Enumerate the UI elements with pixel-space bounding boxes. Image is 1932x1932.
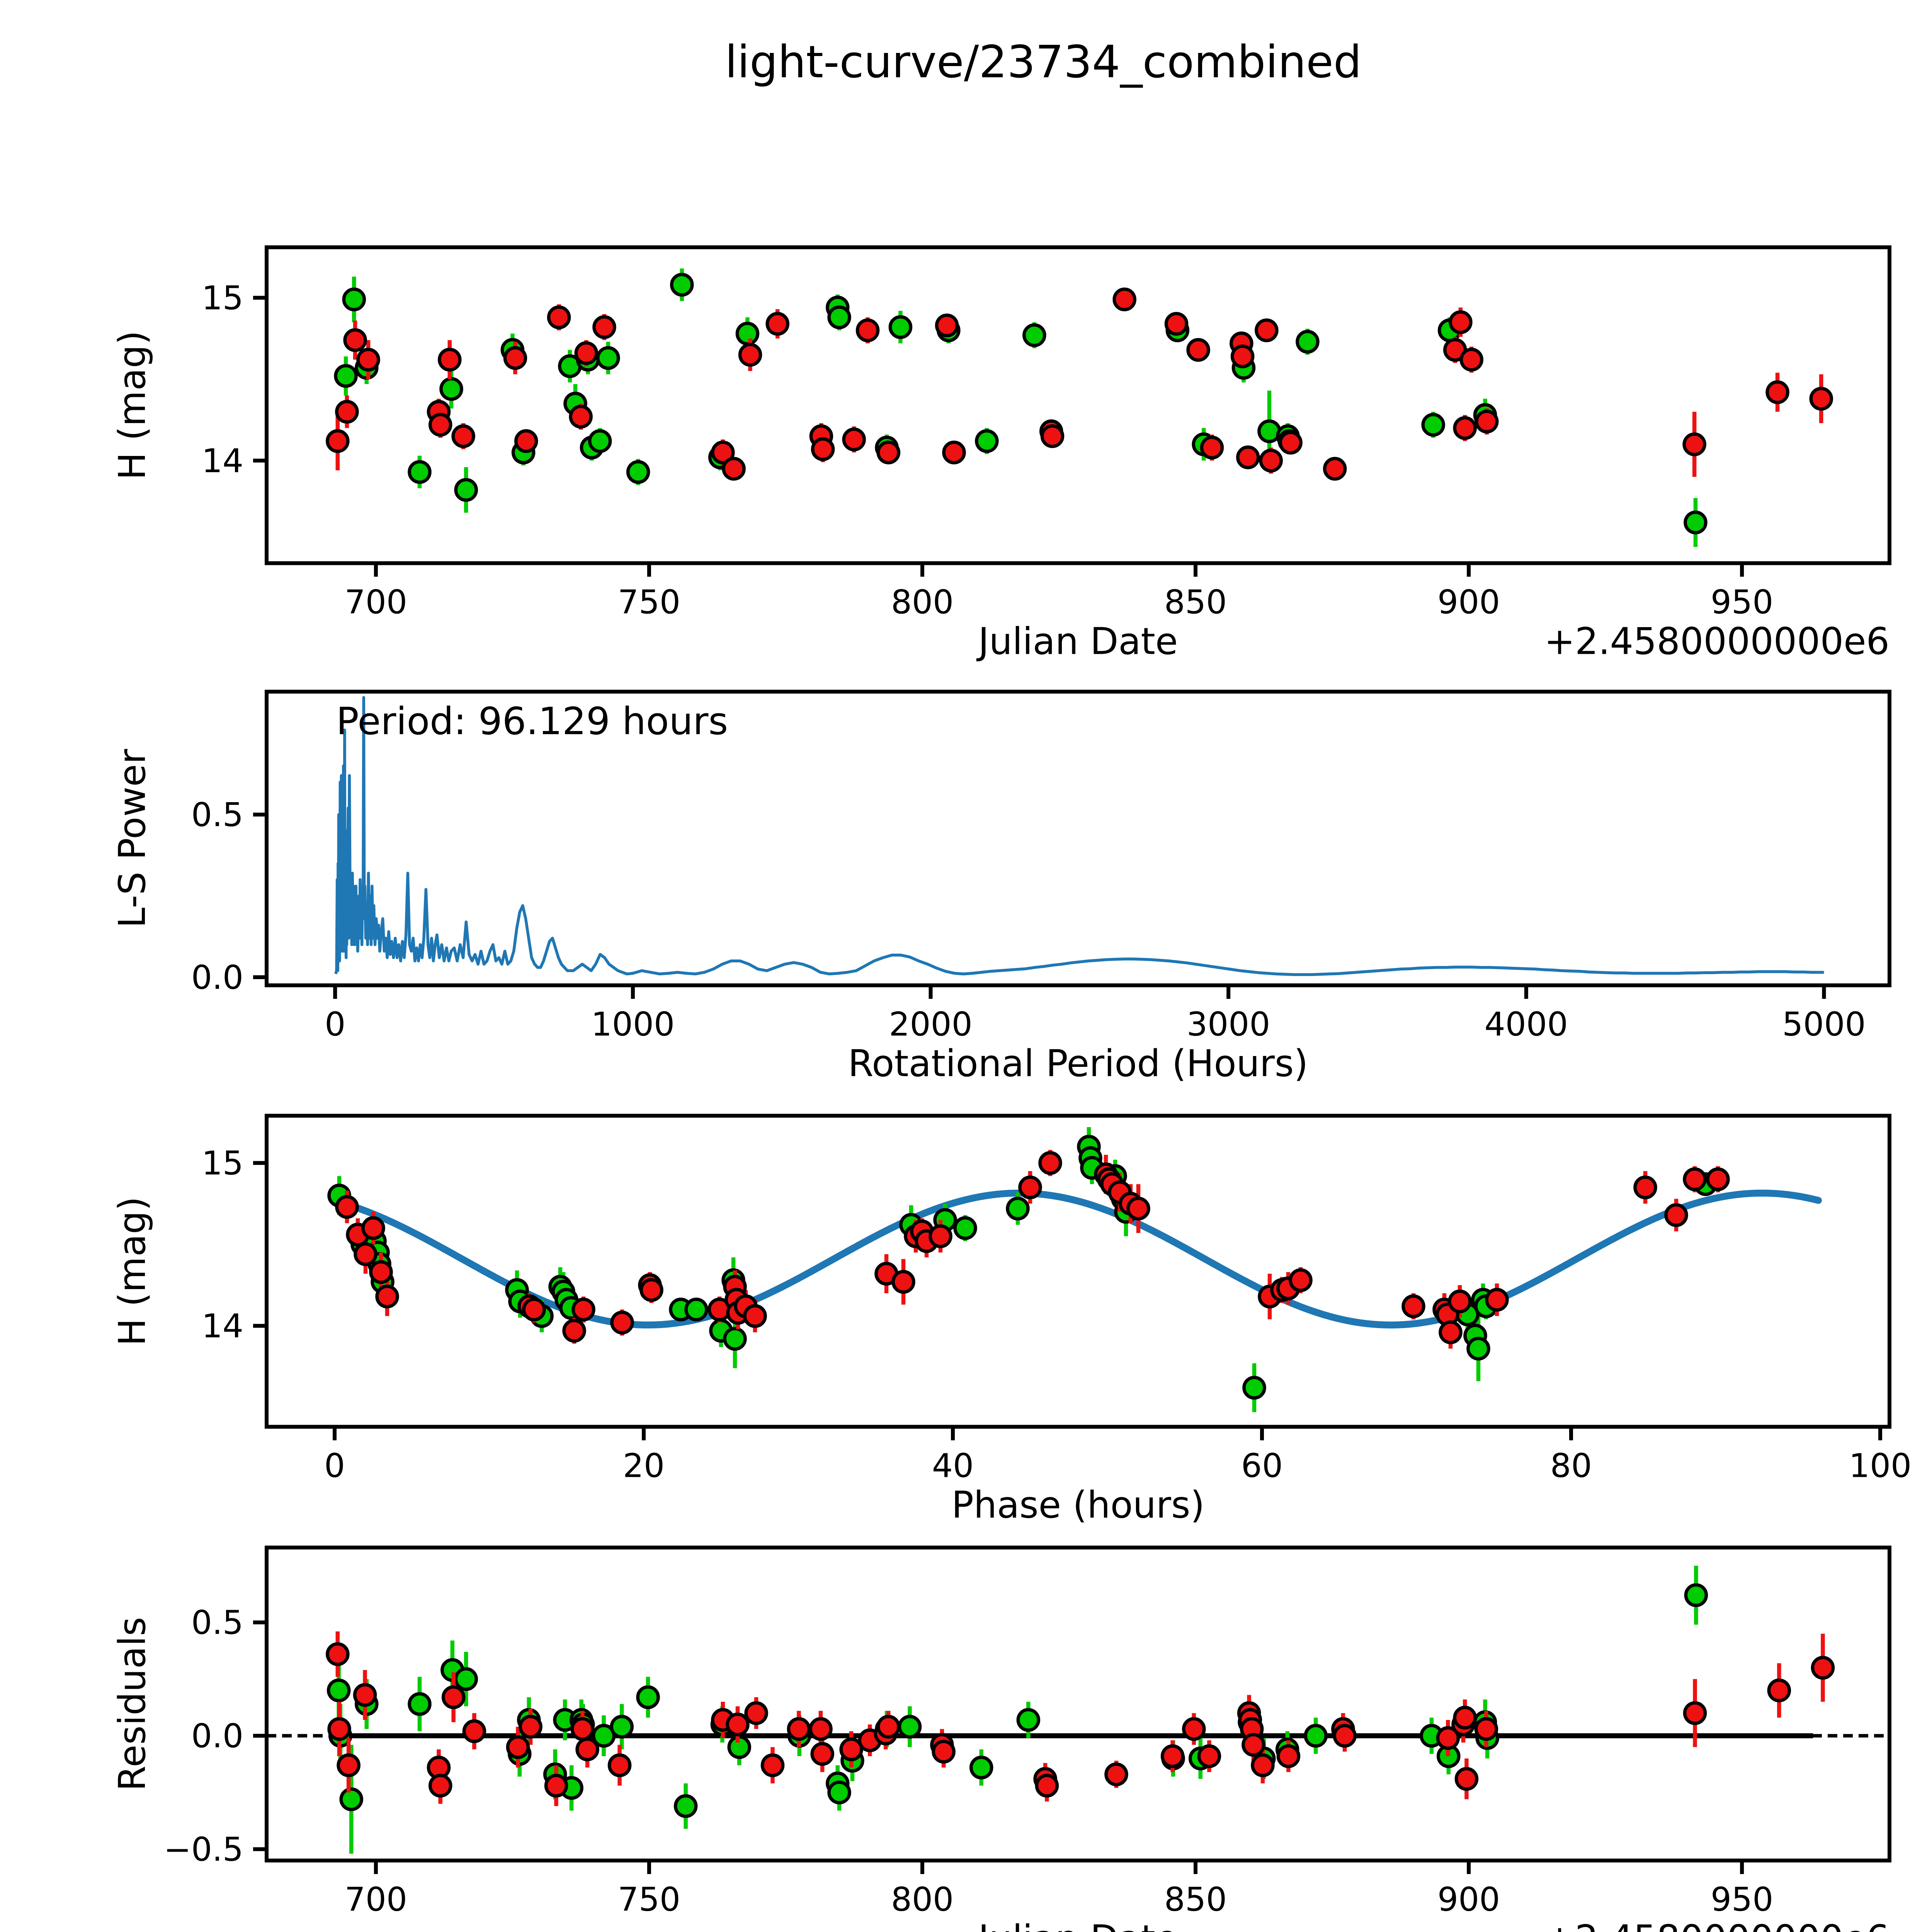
x-axis-label: Julian Date [976,621,1178,663]
svg-text:2000: 2000 [889,1005,972,1044]
x-axis-offset-label: +2.4580000000e6 [1544,621,1889,663]
axes-frame [265,245,1891,565]
svg-text:15: 15 [202,279,243,318]
svg-text:750: 750 [618,583,680,622]
plot-residuals: 700 750 800 850 900 950 −0.5 0.0 0.5 Julian Date +… [111,1546,1891,1932]
plot-area-residuals [267,1565,1889,1854]
svg-text:4000: 4000 [1485,1005,1568,1044]
svg-text:850: 850 [1164,583,1227,622]
axes-frame [265,1546,1891,1862]
periodogram-curve [334,696,1824,976]
y-axis-label: Residuals [111,1617,154,1791]
svg-text:0.5: 0.5 [191,796,243,834]
plot-area-phased_lightcurve [327,1127,1822,1412]
x-axis-label: Rotational Period (Hours) [848,1043,1308,1085]
y-axis-label: L-S Power [111,748,154,928]
svg-text:80: 80 [1550,1447,1592,1485]
svg-text:60: 60 [1241,1447,1283,1485]
period-annotation: Period: 96.129 hours [336,699,728,743]
green-markers [334,273,1708,534]
y-ticks: 14 15 [202,279,267,480]
axes-frame [265,1114,1891,1429]
x-axis-offset-label: +2.4580000000e6 [1544,1918,1889,1932]
svg-text:−0.5: −0.5 [164,1831,243,1869]
green-markers [327,1583,1708,1818]
red-markers [326,287,1833,481]
x-axis-label: Phase (hours) [951,1484,1204,1527]
svg-text:20: 20 [623,1447,665,1485]
plot-jd_lightcurve: 700 750 800 850 900 950 14 15 Julian Date +2.4580… [111,245,1891,663]
svg-text:3000: 3000 [1187,1005,1270,1044]
green-markers [327,1134,1718,1400]
svg-text:0: 0 [325,1005,345,1044]
plot-phased_lightcurve: 0 20 40 60 80 100 14 15 Phase (hours) H (mag) [111,1114,1912,1527]
y-ticks: 14 15 [202,1145,267,1345]
plot-area-periodogram [334,696,1824,976]
green-errorbars [337,1127,1708,1412]
plot-area-jd_lightcurve [326,268,1833,547]
y-ticks: 0.0 0.5 [191,796,267,997]
x-ticks: 700 750 800 850 900 950 [345,563,1773,622]
svg-text:950: 950 [1711,583,1773,622]
svg-text:950: 950 [1711,1881,1773,1919]
svg-text:0: 0 [324,1447,345,1485]
svg-text:850: 850 [1164,1881,1227,1919]
x-ticks: 700 750 800 850 900 950 [345,1861,1773,1919]
svg-text:15: 15 [202,1145,243,1183]
svg-text:40: 40 [932,1447,974,1485]
svg-text:900: 900 [1437,583,1500,622]
svg-text:14: 14 [202,442,243,480]
svg-text:100: 100 [1849,1447,1912,1485]
axes-frame [265,690,1891,987]
figure-title: light-curve/23734_combined [725,36,1362,88]
svg-text:0.0: 0.0 [191,959,243,997]
svg-text:0.5: 0.5 [191,1604,243,1642]
svg-text:800: 800 [891,583,954,622]
y-axis-label: H (mag) [111,330,154,480]
green-errorbars [337,1565,1698,1854]
svg-text:1000: 1000 [591,1005,675,1044]
svg-text:14: 14 [202,1307,243,1345]
x-ticks: 0 1000 2000 3000 4000 5000 [325,985,1866,1044]
y-ticks: −0.5 0.0 0.5 [164,1604,267,1869]
red-markers [326,1642,1835,1798]
svg-text:750: 750 [618,1881,680,1919]
svg-text:700: 700 [345,583,407,622]
svg-text:5000: 5000 [1782,1005,1866,1044]
plot-periodogram: Period: 96.129 hours 0 1000 2000 3000 4000 500… [111,690,1891,1085]
svg-text:0.0: 0.0 [191,1717,243,1755]
red-markers [335,1151,1730,1344]
svg-text:900: 900 [1437,1881,1500,1919]
x-axis-label: Julian Date [976,1918,1178,1932]
y-axis-label: H (mag) [111,1197,154,1346]
x-ticks: 0 20 40 60 80 100 [324,1427,1912,1485]
svg-text:700: 700 [345,1881,407,1919]
svg-text:800: 800 [891,1881,954,1919]
